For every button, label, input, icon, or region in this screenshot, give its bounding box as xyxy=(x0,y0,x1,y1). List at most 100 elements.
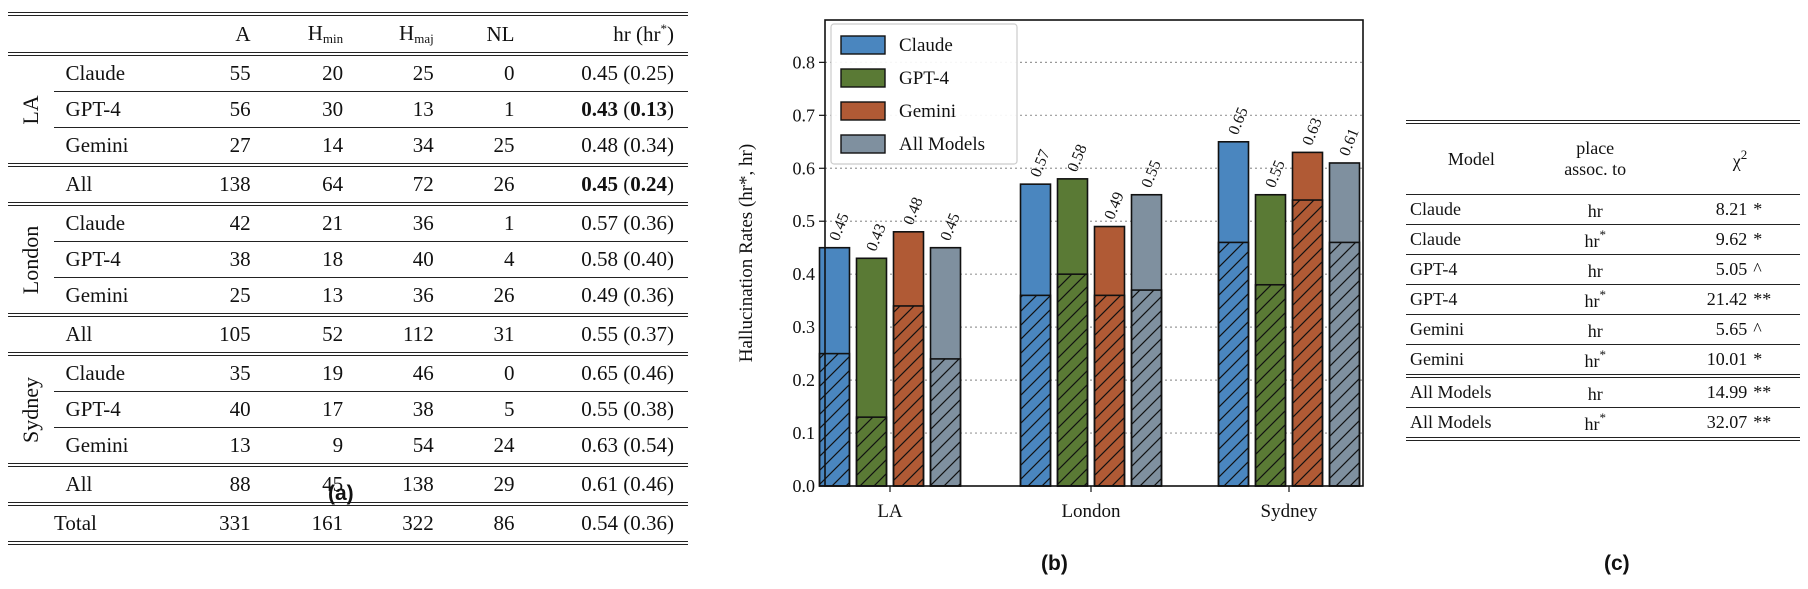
cell-hr: 0.49 (0.36) xyxy=(581,283,674,307)
bar-value-label: 0.48 xyxy=(900,195,926,227)
chi-table-body: Claude hr 8.21 * Claude hr* 9.62 * GPT-4 hr 5.05 ^ G… xyxy=(1406,195,1800,439)
header-hmin: Hmin xyxy=(307,21,344,46)
header-hr: hr (hr*) xyxy=(613,21,674,46)
cell-nl: 0 xyxy=(504,361,515,385)
chi-significance: ** xyxy=(1753,382,1772,402)
chi-value: 9.62 xyxy=(1715,229,1748,249)
chi-significance: ** xyxy=(1753,289,1772,309)
cell-nl: 5 xyxy=(504,397,515,421)
total-a: 331 xyxy=(219,511,251,535)
caption-a: (a) xyxy=(328,482,354,505)
panel-b-chart: 0.0 0.1 0.2 0.3 0.4 0.5 0.6 0.7 0.8 Hallucination… xyxy=(730,0,1380,540)
chi-value: 8.21 xyxy=(1715,199,1748,219)
bar-hatched-gemini-london xyxy=(1093,294,1126,487)
y-tick-label: 0.7 xyxy=(793,105,816,125)
chi-model: GPT-4 xyxy=(1410,289,1458,309)
total-row: Total 331 161 322 86 0.54 (0.36) xyxy=(8,504,688,543)
cell-hr: 0.57 (0.36) xyxy=(581,211,674,235)
header-chi: χ2 xyxy=(1732,146,1748,171)
cell-hmaj: 72 xyxy=(412,172,434,196)
chi-value: 21.42 xyxy=(1706,289,1748,309)
model-name: All xyxy=(65,172,93,196)
y-tick-label: 0.1 xyxy=(793,423,816,443)
cell-hr: 0.45 (0.25) xyxy=(581,61,674,85)
group-label-london: London xyxy=(17,225,43,294)
cell-hr: 0.65 (0.46) xyxy=(581,361,674,385)
chi-place: hr xyxy=(1587,201,1603,221)
bar-hatched-claude-la xyxy=(818,352,851,487)
total-hmaj: 322 xyxy=(402,511,434,535)
cell-hmaj: 40 xyxy=(412,247,434,271)
cell-a: 105 xyxy=(219,322,251,346)
bar-value-label: 0.57 xyxy=(1027,147,1053,179)
chi-place: hr* xyxy=(1584,410,1606,434)
y-axis-label: Hallucination Rates (hr*, hr) xyxy=(736,144,757,362)
cell-a: 42 xyxy=(229,211,251,235)
model-name: Claude xyxy=(65,61,126,85)
chi-table-row: All Models hr* 32.07 ** xyxy=(1406,408,1800,439)
model-name: GPT-4 xyxy=(65,97,121,121)
cell-hmin: 17 xyxy=(322,397,344,421)
bar-value-label: 0.45 xyxy=(826,211,852,243)
cell-hr: 0.48 (0.34) xyxy=(581,133,674,157)
x-tick-label: LA xyxy=(877,501,903,522)
cell-hmin: 30 xyxy=(322,97,344,121)
cell-hmin: 20 xyxy=(322,61,344,85)
cell-hr: 0.61 (0.46) xyxy=(581,472,674,496)
cell-hmin: 13 xyxy=(322,283,344,307)
cell-hmaj: 36 xyxy=(412,283,434,307)
chi-significance: ** xyxy=(1753,412,1772,432)
cell-hmaj: 36 xyxy=(412,211,434,235)
cell-hr: 0.55 (0.38) xyxy=(581,397,674,421)
bar-hatched-all-models-london xyxy=(1130,289,1163,487)
table-row: Gemini 25 13 36 26 0.49 (0.36) xyxy=(8,278,688,315)
plot-frame xyxy=(824,19,1364,487)
chi-model: GPT-4 xyxy=(1410,259,1458,279)
header-hmaj: Hmaj xyxy=(399,21,434,46)
cell-hmin: 52 xyxy=(322,322,344,346)
legend-label: All Models xyxy=(899,134,985,155)
chi-model: All Models xyxy=(1410,382,1492,402)
model-name: Gemini xyxy=(65,433,129,457)
model-name: All xyxy=(65,472,93,496)
model-name: Gemini xyxy=(65,283,129,307)
legend-label: Gemini xyxy=(899,101,956,122)
y-tick-label: 0.0 xyxy=(793,476,816,496)
cell-nl: 24 xyxy=(493,433,515,457)
cell-nl: 4 xyxy=(504,247,515,271)
caption-b: (b) xyxy=(1041,552,1068,575)
cell-nl: 25 xyxy=(493,133,515,157)
chi-table-row: GPT-4 hr 5.05 ^ xyxy=(1406,255,1800,285)
cell-hmaj: 38 xyxy=(412,397,434,421)
header-model: Model xyxy=(1447,148,1495,169)
chi-model: Claude xyxy=(1410,199,1461,219)
chi-place: hr* xyxy=(1584,347,1606,371)
bar-chart: 0.0 0.1 0.2 0.3 0.4 0.5 0.6 0.7 0.8 Hallucination… xyxy=(736,19,1364,522)
table-row: Gemini 13 9 54 24 0.63 (0.54) xyxy=(8,428,688,465)
legend-swatch-gpt-4 xyxy=(840,68,886,88)
model-name: Claude xyxy=(65,361,126,385)
cell-a: 25 xyxy=(229,283,251,307)
chi-significance: * xyxy=(1753,199,1763,219)
cell-hmin: 19 xyxy=(322,361,344,385)
chi-significance: * xyxy=(1753,229,1763,249)
cell-a: 40 xyxy=(229,397,251,421)
cell-hr: 0.55 (0.37) xyxy=(581,322,674,346)
cell-hmin: 14 xyxy=(322,133,344,157)
bar-value-label: 0.61 xyxy=(1336,126,1362,158)
legend-swatch-gemini xyxy=(840,101,886,121)
bar-hatched-gpt-4-la xyxy=(855,416,888,487)
table-row: GPT-4 56 30 13 1 0.43 (0.13) xyxy=(8,92,688,128)
total-hr: 0.54 (0.36) xyxy=(581,511,674,535)
bar-value-label: 0.43 xyxy=(863,221,889,253)
cell-hmaj: 138 xyxy=(402,472,434,496)
bar-value-label: 0.49 xyxy=(1101,190,1127,222)
bar-hatched-claude-sydney xyxy=(1217,241,1250,487)
chi-model: Claude xyxy=(1410,229,1461,249)
chi-place: hr xyxy=(1587,321,1603,341)
legend-label: Claude xyxy=(899,35,953,56)
bar-hatched-all-models-la xyxy=(929,358,962,487)
cell-hmin: 21 xyxy=(322,211,344,235)
panel-a-table: A Hmin Hmaj NL hr (hr*) LA Claude 55 20 25 0 0… xyxy=(8,12,688,545)
bar-hatched-gemini-sydney xyxy=(1291,199,1324,487)
